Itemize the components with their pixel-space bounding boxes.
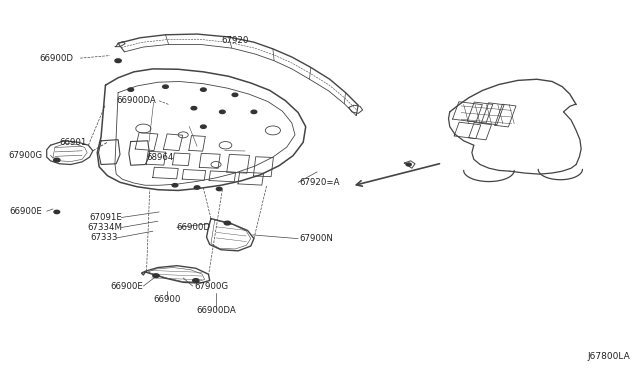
Text: 67920: 67920 [221,36,249,45]
Circle shape [224,221,230,225]
Circle shape [128,88,134,91]
Text: 66900DA: 66900DA [196,307,236,315]
Text: 68964: 68964 [147,153,174,161]
Circle shape [163,85,168,88]
Circle shape [191,106,196,110]
Text: 66900E: 66900E [10,207,42,216]
Circle shape [232,93,238,96]
Circle shape [200,125,206,128]
Text: 66900E: 66900E [111,282,143,291]
Text: 67900G: 67900G [8,151,42,160]
Text: 67900N: 67900N [300,234,333,243]
Text: 67091E: 67091E [90,213,122,222]
Text: 67920=A: 67920=A [300,178,340,187]
Circle shape [220,110,225,113]
Circle shape [115,59,121,62]
Circle shape [251,110,257,113]
Text: 67333: 67333 [91,233,118,243]
Circle shape [54,158,60,162]
Text: 66901: 66901 [59,138,86,147]
Circle shape [193,279,199,282]
Circle shape [54,210,60,214]
Text: 66900D: 66900D [40,54,74,62]
Circle shape [200,88,206,91]
Circle shape [194,186,200,189]
Circle shape [153,274,159,278]
Circle shape [406,163,412,166]
Text: 67900G: 67900G [194,282,228,291]
Circle shape [216,187,222,190]
Text: 67334M: 67334M [88,223,122,232]
Text: 66900DA: 66900DA [116,96,156,105]
Text: 66900: 66900 [153,295,180,304]
Circle shape [172,184,178,187]
Text: J67800LA: J67800LA [587,352,630,361]
Text: 66900D: 66900D [177,223,211,232]
